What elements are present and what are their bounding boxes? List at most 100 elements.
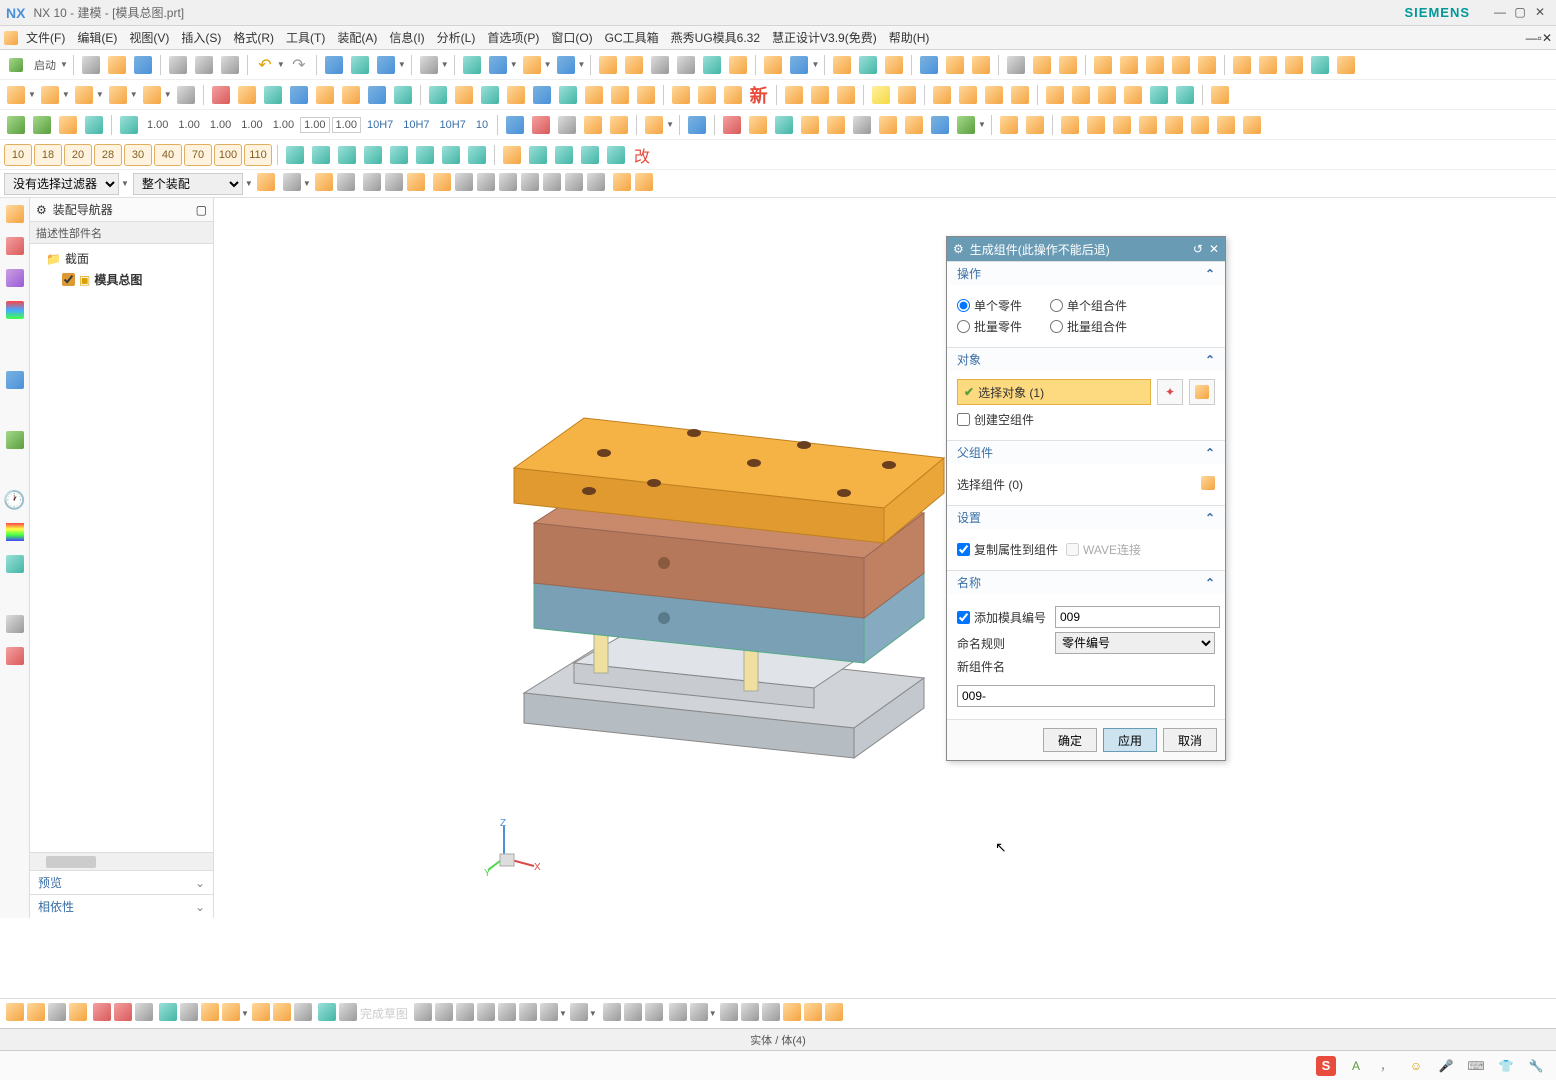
rail-icon[interactable]: [3, 368, 27, 392]
menu-view[interactable]: 视图(V): [123, 27, 175, 48]
tb1-icon[interactable]: [554, 53, 578, 77]
tb1-icon[interactable]: [1004, 53, 1028, 77]
tb4-icon[interactable]: 改: [630, 143, 654, 167]
tb3-icon[interactable]: [798, 113, 822, 137]
ime-skin-icon[interactable]: 👕: [1496, 1056, 1516, 1076]
checkbox-copy-attr[interactable]: 复制属性到组件: [957, 541, 1058, 558]
tb1-icon[interactable]: [830, 53, 854, 77]
tb4-icon[interactable]: [604, 143, 628, 167]
tb1-icon[interactable]: [417, 53, 441, 77]
tb3-icon[interactable]: [30, 113, 54, 137]
bt-icon[interactable]: [339, 1003, 357, 1024]
tb2-icon[interactable]: [530, 83, 554, 107]
bt-icon[interactable]: [27, 1003, 45, 1024]
tree-item-section[interactable]: 📁 截面: [34, 248, 209, 269]
menu-file[interactable]: 文件(F): [20, 27, 71, 48]
rail-icon[interactable]: [3, 552, 27, 576]
bt-icon[interactable]: [222, 1003, 240, 1024]
select-target-icon[interactable]: ✦: [1157, 379, 1183, 405]
bt-icon[interactable]: [570, 1003, 588, 1024]
tb2-icon[interactable]: [1095, 83, 1119, 107]
menu-insert[interactable]: 插入(S): [175, 27, 227, 48]
start-button[interactable]: [4, 53, 28, 77]
tb3-icon[interactable]: [997, 113, 1021, 137]
rail-icon[interactable]: [3, 428, 27, 452]
tb2-new-icon[interactable]: 新: [747, 83, 771, 107]
tb1-icon[interactable]: [1334, 53, 1358, 77]
ok-button[interactable]: 确定: [1043, 728, 1097, 752]
tb2-icon[interactable]: [1069, 83, 1093, 107]
tb2-icon[interactable]: [1008, 83, 1032, 107]
tb3-icon[interactable]: [1023, 113, 1047, 137]
filter-icon[interactable]: [587, 173, 605, 194]
rail-history-icon[interactable]: 🕐: [3, 488, 27, 512]
menu-tools[interactable]: 工具(T): [280, 27, 331, 48]
ime-punct-icon[interactable]: ，: [1376, 1056, 1396, 1076]
tb1-icon[interactable]: [622, 53, 646, 77]
bt-icon[interactable]: [294, 1003, 312, 1024]
tb2-icon[interactable]: [782, 83, 806, 107]
ime-toolbox-icon[interactable]: 🔧: [1526, 1056, 1546, 1076]
cancel-button[interactable]: 取消: [1163, 728, 1217, 752]
tb1-icon[interactable]: [1230, 53, 1254, 77]
section-action[interactable]: 操作⌃: [947, 261, 1225, 285]
filter-icon[interactable]: [407, 173, 425, 194]
doc-close-icon[interactable]: ✕: [1542, 31, 1552, 45]
filter-icon[interactable]: [257, 173, 275, 194]
filter-icon[interactable]: [363, 173, 381, 194]
tb2-icon[interactable]: [339, 83, 363, 107]
tb1-icon[interactable]: [943, 53, 967, 77]
tb3-icon[interactable]: [529, 113, 553, 137]
bt-icon[interactable]: [435, 1003, 453, 1024]
tb4-icon[interactable]: [413, 143, 437, 167]
tb2-icon[interactable]: [504, 83, 528, 107]
tb3-icon[interactable]: [1188, 113, 1212, 137]
tb2-icon[interactable]: [956, 83, 980, 107]
viewport[interactable]: Z X Y ⚙ 生成组件(此操作不能后退) ↺ ✕ 操作⌃ 单个零件: [214, 198, 1556, 918]
section-object[interactable]: 对象⌃: [947, 347, 1225, 371]
tb3-icon[interactable]: [928, 113, 952, 137]
filter-icon[interactable]: [385, 173, 403, 194]
tb1-icon[interactable]: [596, 53, 620, 77]
navigator-column-header[interactable]: 描述性部件名: [30, 222, 213, 244]
tb2-icon[interactable]: [582, 83, 606, 107]
tb1-icon[interactable]: [761, 53, 785, 77]
tb4-icon[interactable]: [309, 143, 333, 167]
tb2-icon[interactable]: [261, 83, 285, 107]
menu-format[interactable]: 格式(R): [227, 27, 280, 48]
doc-minimize-icon[interactable]: —: [1526, 31, 1538, 45]
checkbox-add-mold-no[interactable]: 添加模具编号: [957, 609, 1047, 626]
tb2-icon[interactable]: [426, 83, 450, 107]
bt-icon[interactable]: [741, 1003, 759, 1024]
bt-icon[interactable]: [48, 1003, 66, 1024]
radio-single-part[interactable]: 单个零件: [957, 297, 1022, 314]
tb2-icon[interactable]: [1208, 83, 1232, 107]
rail-icon[interactable]: [3, 612, 27, 636]
filter-icon[interactable]: [635, 173, 653, 194]
tb2-icon[interactable]: [313, 83, 337, 107]
bt-icon[interactable]: [273, 1003, 291, 1024]
tb2-icon[interactable]: [1147, 83, 1171, 107]
tb1-icon[interactable]: [348, 53, 372, 77]
tb1-icon[interactable]: [882, 53, 906, 77]
tb2-icon[interactable]: [869, 83, 893, 107]
navigator-preview-section[interactable]: 预览⌄: [30, 870, 213, 894]
rail-icon[interactable]: [3, 266, 27, 290]
tb2-icon[interactable]: [895, 83, 919, 107]
rail-icon[interactable]: [3, 298, 27, 322]
tree-item-mold[interactable]: ▣ 模具总图: [34, 269, 209, 290]
tb3-icon[interactable]: [1084, 113, 1108, 137]
tb4-icon[interactable]: [526, 143, 550, 167]
ime-mic-icon[interactable]: 🎤: [1436, 1056, 1456, 1076]
menu-help[interactable]: 帮助(H): [883, 27, 936, 48]
ime-lang-icon[interactable]: A: [1346, 1056, 1366, 1076]
filter-icon[interactable]: [433, 173, 451, 194]
section-settings[interactable]: 设置⌃: [947, 505, 1225, 529]
menu-window[interactable]: 窗口(O): [545, 27, 598, 48]
tb1-icon[interactable]: [1056, 53, 1080, 77]
tb1-icon[interactable]: [1143, 53, 1167, 77]
tb1-icon[interactable]: [969, 53, 993, 77]
filter-icon[interactable]: [315, 173, 333, 194]
num-button[interactable]: 70: [184, 144, 212, 166]
mold-number-input[interactable]: [1055, 606, 1220, 628]
